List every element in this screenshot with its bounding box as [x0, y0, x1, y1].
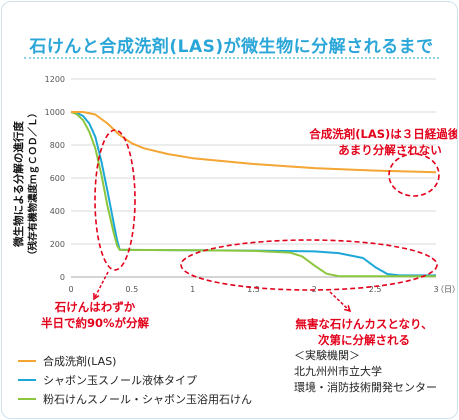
source-line-1: 北九州州市立大学	[294, 365, 382, 378]
y-tick-label: 1200	[45, 75, 65, 84]
series-line-0	[71, 111, 437, 174]
annotation-line-1: 合成洗剤(LAS)は３日経過後も	[309, 127, 458, 141]
annotation-arrows	[93, 271, 352, 313]
annotation-line-2: 半日で約90%が分解	[41, 316, 150, 330]
legend-item-las: 合成洗剤(LAS)	[18, 351, 252, 370]
source-heading: ＜実験機関＞	[294, 349, 360, 362]
x-tick-label: 0.5	[125, 285, 138, 294]
y-tick-label: 200	[50, 240, 65, 249]
x-tick-label: 1	[190, 285, 195, 294]
arrow-scum	[329, 291, 351, 312]
x-tick-label: 0	[68, 285, 73, 294]
y-tick-label: 1000	[45, 108, 65, 117]
legend-label: 合成洗剤(LAS)	[43, 354, 117, 368]
page-title: 石けんと合成洗剤(LAS)が微生物に分解されるまで	[29, 37, 434, 57]
source-credit: ＜実験機関＞ 北九州州市立大学 環境・消防技術開発センター	[294, 348, 437, 396]
legend-swatch-powder	[18, 397, 36, 400]
grid-lines	[71, 78, 436, 245]
source-line-2: 環境・消防技術開発センター	[294, 381, 437, 394]
series-lines	[70, 111, 437, 278]
legend-swatch-las	[18, 359, 36, 362]
arrow-soap	[93, 271, 109, 300]
arrow-soap-head	[93, 292, 100, 301]
legend-swatch-liquid	[18, 378, 36, 381]
x-axis-unit: （日）	[436, 285, 458, 294]
y-tick-labels: 0 200 400 600 800 1000 1200	[45, 75, 65, 282]
arrow-scum-head	[344, 305, 352, 313]
annotation-line-2: あまり分解されない	[338, 143, 442, 157]
y-axis-sublabel: （残存有機物濃度ｍｇＣＯＤ／Ｌ）	[27, 108, 40, 260]
x-tick-label: 2.5	[369, 285, 382, 294]
series-line-2	[70, 111, 436, 278]
x-tick-label: 3	[433, 285, 438, 294]
annotation-texts: 合成洗剤(LAS)は３日経過後もあまり分解されない石けんはわずか半日で約90%が…	[41, 127, 458, 347]
x-tick-labels: 0 0.5 1 1.5 2 2.5 3	[68, 285, 438, 294]
annotation-line-2: 次第に分解される	[318, 333, 410, 347]
y-tick-label: 0	[60, 273, 65, 282]
title-divider	[24, 57, 439, 59]
annotation-line-1: 無害な石けんカスとなり、	[295, 317, 432, 331]
y-tick-label: 600	[50, 174, 65, 183]
ellipse-soap-scum	[180, 239, 438, 291]
legend-label: 粉石けんスノール・シャボン玉浴用石けん	[43, 392, 252, 406]
y-tick-label: 800	[50, 141, 65, 150]
legend: 合成洗剤(LAS) シャボン玉スノール液体タイプ 粉石けんスノール・シャボン玉浴…	[18, 351, 252, 408]
ellipse-las-end	[388, 153, 440, 197]
x-tick-label: 1.5	[247, 285, 260, 294]
annotation-line-1: 石けんはわずか	[54, 300, 136, 314]
y-tick-label: 400	[50, 207, 65, 216]
ellipse-soap-drop	[94, 129, 136, 271]
y-axis-label: 微生物による分解の進行度	[12, 121, 25, 248]
legend-label: シャボン玉スノール液体タイプ	[43, 373, 197, 387]
legend-item-liquid: シャボン玉スノール液体タイプ	[18, 370, 252, 389]
highlight-ellipses	[94, 129, 440, 291]
legend-item-powder: 粉石けんスノール・シャボン玉浴用石けん	[18, 389, 252, 408]
